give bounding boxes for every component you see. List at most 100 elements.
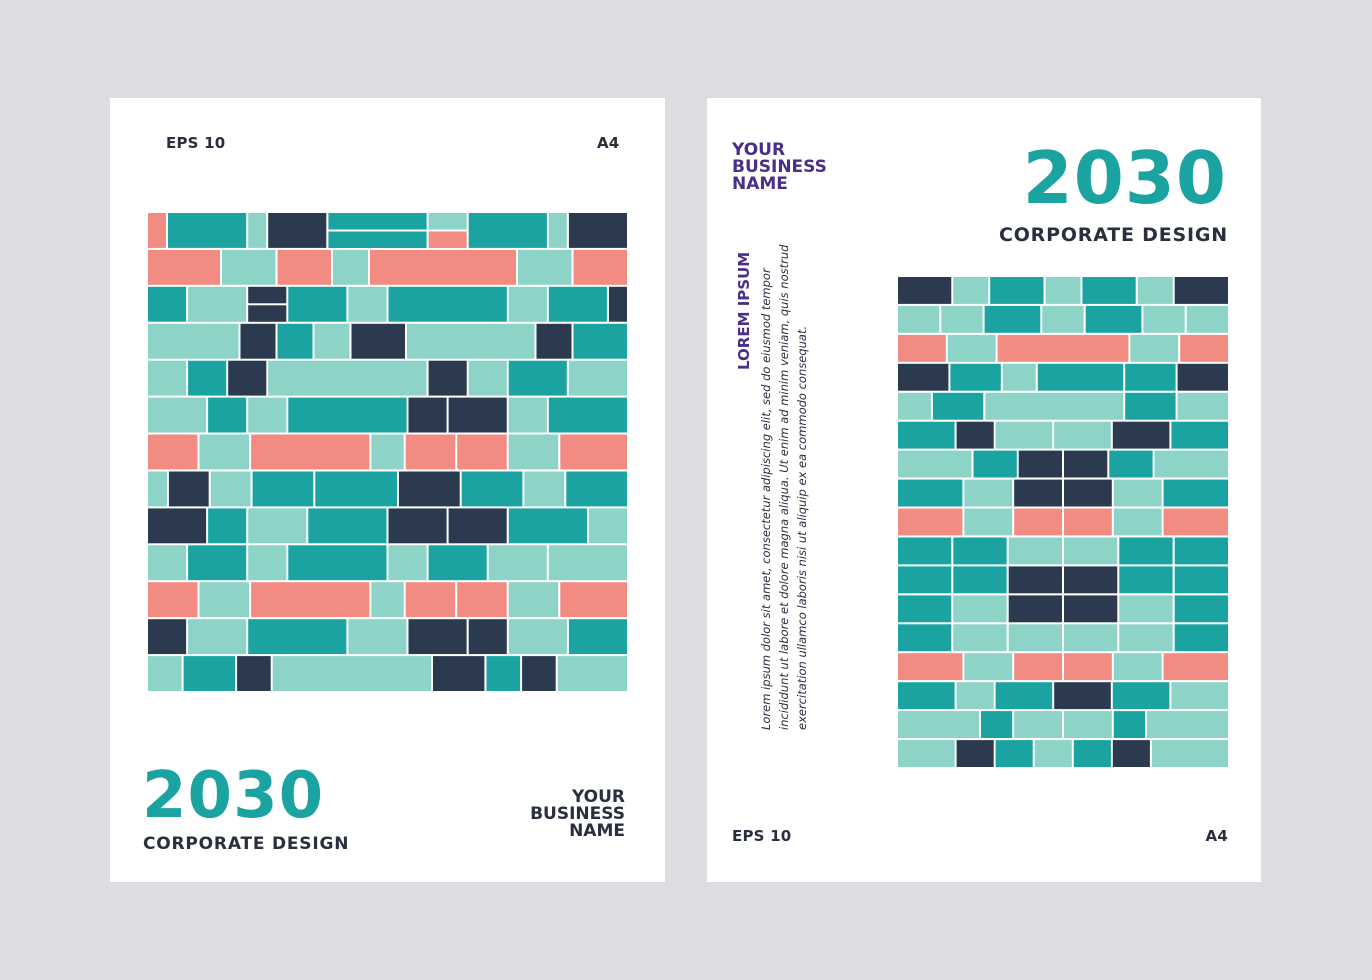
mosaic-tile bbox=[1163, 508, 1228, 536]
mosaic-tile bbox=[148, 434, 198, 470]
mosaic-pattern bbox=[897, 276, 1229, 768]
mosaic-tile bbox=[1085, 305, 1142, 333]
mosaic-tile bbox=[268, 360, 427, 396]
mosaic-tile bbox=[148, 582, 198, 618]
mosaic-tile bbox=[964, 508, 1013, 536]
mosaic-tile bbox=[898, 682, 955, 710]
mosaic-tile bbox=[348, 619, 407, 655]
mosaic-tile bbox=[251, 582, 370, 618]
mosaic-tile bbox=[1037, 363, 1124, 391]
mosaic-tile bbox=[248, 305, 287, 322]
mosaic-tile bbox=[1119, 595, 1173, 623]
mosaic-tile bbox=[1151, 740, 1228, 767]
corporate-subtitle: CORPORATE DESIGN bbox=[998, 224, 1228, 246]
mosaic-tile bbox=[388, 286, 507, 322]
mosaic-tile bbox=[148, 213, 166, 248]
mosaic-tile bbox=[573, 249, 627, 285]
mosaic-tile bbox=[252, 471, 314, 507]
mosaic-tile bbox=[548, 545, 627, 581]
lorem-line: incididunt ut labore et dolore magna ali… bbox=[777, 244, 791, 730]
mosaic-tile bbox=[148, 249, 220, 285]
mosaic-tile bbox=[950, 363, 1001, 391]
mosaic-tile bbox=[468, 360, 507, 396]
mosaic-tile bbox=[984, 305, 1041, 333]
mosaic-tile bbox=[548, 397, 627, 433]
mosaic-tile bbox=[428, 545, 487, 581]
business-name-line: NAME bbox=[569, 821, 625, 841]
mosaic-tile bbox=[985, 392, 1124, 420]
mosaic-tile bbox=[1147, 711, 1228, 738]
mosaic-tile bbox=[328, 213, 427, 230]
mosaic-tile bbox=[953, 277, 989, 304]
mosaic-tile bbox=[208, 508, 247, 544]
mosaic-tile bbox=[508, 619, 567, 655]
mosaic-pattern bbox=[147, 212, 628, 692]
mosaic-tile bbox=[148, 508, 207, 544]
mosaic-tile bbox=[898, 277, 952, 304]
mosaic-tile bbox=[508, 434, 559, 470]
mosaic-tile bbox=[248, 213, 267, 248]
mosaic-tile bbox=[1174, 277, 1228, 304]
mosaic-tile bbox=[1171, 682, 1228, 710]
mosaic-tile bbox=[1112, 740, 1150, 767]
mosaic-tile bbox=[1113, 653, 1162, 681]
mosaic-tile bbox=[898, 624, 952, 652]
mosaic-tile bbox=[1064, 711, 1112, 738]
mosaic-tile bbox=[898, 421, 955, 449]
mosaic-tile bbox=[461, 471, 523, 507]
mosaic-tile bbox=[1177, 392, 1228, 420]
corporate-subtitle: CORPORATE DESIGN bbox=[143, 834, 350, 854]
mosaic-tile bbox=[168, 471, 209, 507]
mosaic-tile bbox=[995, 682, 1053, 710]
mosaic-tile bbox=[995, 421, 1053, 449]
mosaic-tile bbox=[148, 471, 167, 507]
mosaic-tile bbox=[1008, 566, 1062, 594]
mosaic-tile bbox=[1014, 479, 1062, 507]
mosaic-tile bbox=[277, 249, 331, 285]
mosaic-tile bbox=[1064, 624, 1118, 652]
mosaic-tile bbox=[964, 653, 1013, 681]
mosaic-tile bbox=[508, 286, 547, 322]
mosaic-tile bbox=[1130, 334, 1179, 362]
mosaic-tile bbox=[428, 231, 467, 248]
mosaic-tile bbox=[956, 682, 994, 710]
mosaic-tile bbox=[953, 537, 1007, 565]
mosaic-tile bbox=[188, 360, 227, 396]
mosaic-tile bbox=[388, 508, 447, 544]
mosaic-tile bbox=[148, 545, 187, 581]
mosaic-tile bbox=[248, 508, 307, 544]
mosaic-tile bbox=[1186, 305, 1228, 333]
mosaic-tile bbox=[1064, 508, 1112, 536]
mosaic-tile bbox=[1119, 624, 1173, 652]
mosaic-tile bbox=[898, 479, 963, 507]
mosaic-tile bbox=[508, 508, 587, 544]
mosaic-tile bbox=[248, 619, 347, 655]
mosaic-tile bbox=[1125, 363, 1176, 391]
lorem-heading: LOREM IPSUM bbox=[735, 251, 753, 370]
mosaic-tile bbox=[981, 711, 1013, 738]
mosaic-tile bbox=[315, 471, 397, 507]
mosaic-tile bbox=[573, 323, 627, 359]
mosaic-tile bbox=[433, 656, 485, 691]
mosaic-tile bbox=[898, 537, 952, 565]
mosaic-tile bbox=[1064, 653, 1112, 681]
mosaic-tile bbox=[468, 213, 547, 248]
mosaic-tile bbox=[277, 323, 313, 359]
mosaic-tile bbox=[953, 566, 1007, 594]
mosaic-tile bbox=[956, 421, 994, 449]
mosaic-tile bbox=[388, 545, 427, 581]
mosaic-tile bbox=[1042, 305, 1084, 333]
mosaic-tile bbox=[371, 582, 404, 618]
mosaic-tile bbox=[953, 624, 1007, 652]
mosaic-tile bbox=[199, 582, 249, 618]
mosaic-tile bbox=[508, 360, 567, 396]
mosaic-tile bbox=[405, 434, 456, 470]
mosaic-tile bbox=[168, 213, 247, 248]
mosaic-tile bbox=[1054, 421, 1111, 449]
mosaic-tile bbox=[351, 323, 405, 359]
mosaic-tile bbox=[148, 286, 187, 322]
mosaic-tile bbox=[188, 619, 247, 655]
mosaic-tile bbox=[208, 397, 247, 433]
mosaic-tile bbox=[1008, 595, 1062, 623]
mosaic-tile bbox=[240, 323, 276, 359]
